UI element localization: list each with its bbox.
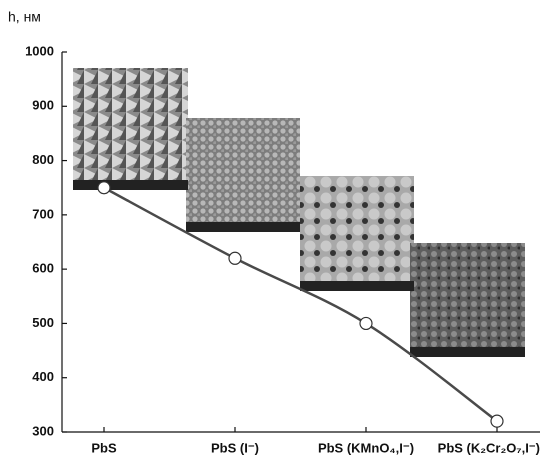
x-tick-label: PbS (I⁻) (211, 440, 259, 455)
sem-image (410, 243, 525, 357)
y-tick-label: 900 (32, 98, 54, 113)
point (490, 414, 504, 428)
y-tick-label: 1000 (25, 43, 54, 58)
sem-image (300, 176, 414, 291)
y-tick-label: 500 (32, 315, 54, 330)
point (97, 181, 111, 195)
sem-image (186, 118, 300, 232)
sem-images (73, 68, 525, 357)
y-tick-label: 800 (32, 152, 54, 167)
y-tick-label: 400 (32, 369, 54, 384)
point (359, 316, 373, 331)
y-tick-label: 300 (32, 423, 54, 438)
sem-image (73, 68, 188, 190)
point (228, 251, 242, 265)
y-axis-label: h, нм (8, 9, 41, 25)
x-tick-label: PbS (KMnO₄,I⁻) (318, 440, 414, 455)
x-tick-label: PbS (91, 440, 117, 455)
y-tick-label: 700 (32, 206, 54, 221)
line (103, 186, 498, 423)
x-tick-label: PbS (K₂Cr₂O₇,I⁻) (438, 440, 540, 455)
y-tick-label: 600 (32, 261, 54, 276)
